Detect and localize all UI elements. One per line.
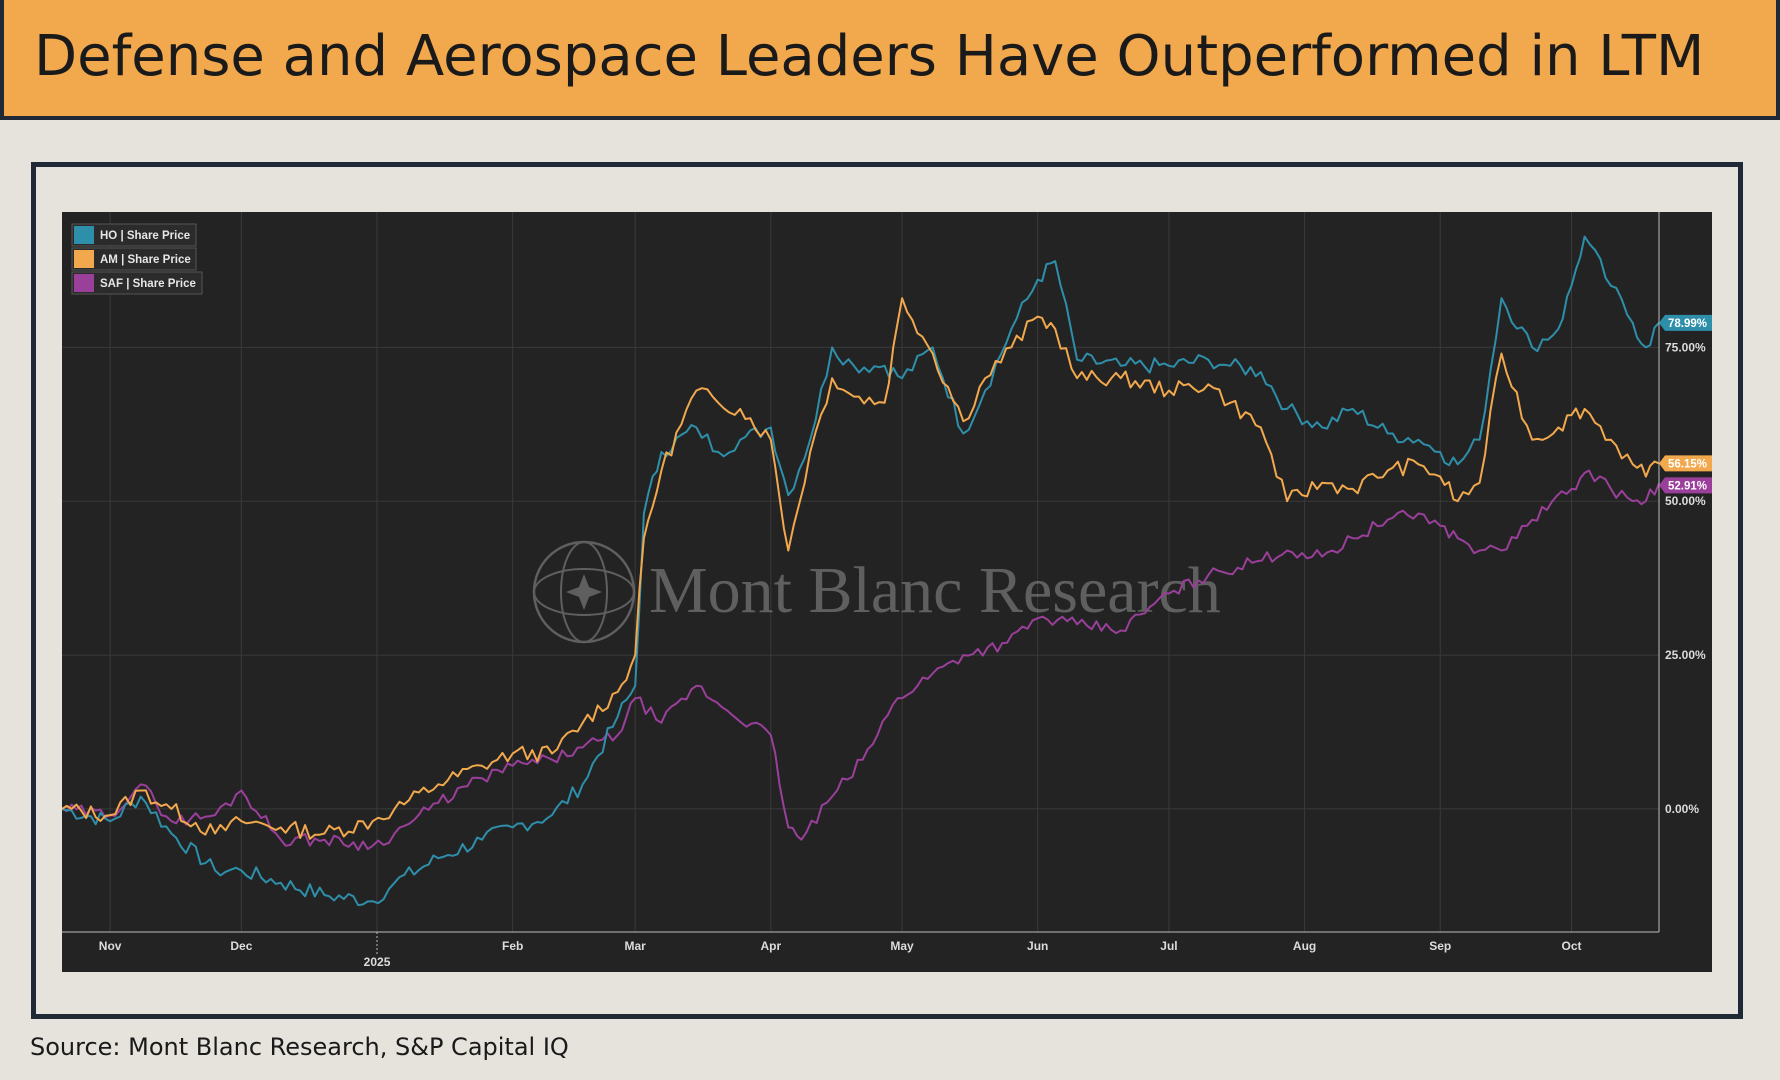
series-line-am <box>62 297 1660 840</box>
end-label-saf: 52.91% <box>1659 477 1712 494</box>
line-chart: Mont Blanc Research Nov Dec 2025 Feb Mar Apr M… <box>62 212 1712 972</box>
legend-item-am: AM | Share Price <box>71 247 197 271</box>
x-tick-label: Oct <box>1561 939 1581 953</box>
watermark-logo-icon <box>532 540 636 644</box>
series-line-ho <box>62 235 1660 907</box>
plot-background <box>62 212 1712 972</box>
end-label-tag <box>1659 477 1712 494</box>
x-tick-label: Nov <box>99 939 122 953</box>
end-label-text: 56.15% <box>1668 458 1707 470</box>
watermark-star-icon <box>566 574 602 610</box>
end-label-text: 78.99% <box>1668 318 1707 330</box>
x-tick-label: Feb <box>502 939 523 953</box>
title-banner: Defense and Aerospace Leaders Have Outpe… <box>0 0 1780 120</box>
legend-item-ho: HO | Share Price <box>71 223 197 247</box>
x-tick-label: May <box>890 939 914 953</box>
y-tick-label: 25.00% <box>1665 648 1706 662</box>
end-label-tag <box>1659 455 1712 472</box>
watermark-text: Mont Blanc Research <box>649 554 1221 627</box>
x-tick-label: Aug <box>1293 939 1316 953</box>
watermark-logo-ring-icon <box>533 568 635 616</box>
end-label-ho: 78.99% <box>1659 314 1712 331</box>
x-tick-label: Jun <box>1027 939 1048 953</box>
y-axis-ticks: 0.00% 25.00% 50.00% 75.00% <box>1665 340 1706 816</box>
legend-item-saf: SAF | Share Price <box>71 271 203 295</box>
grid-lines <box>62 212 1659 932</box>
legend-swatch <box>74 250 94 268</box>
x-tick-label: Apr <box>760 939 781 953</box>
series-line-saf <box>62 469 1660 851</box>
legend-item-box <box>71 247 197 271</box>
x-tick-label: Jul <box>1160 939 1177 953</box>
y-tick-label: 50.00% <box>1665 494 1706 508</box>
series-lines <box>62 235 1660 907</box>
legend-label: HO | Share Price <box>100 230 190 242</box>
x-tick-label: Mar <box>624 939 646 953</box>
watermark: Mont Blanc Research <box>532 540 1221 644</box>
legend-label: AM | Share Price <box>100 254 191 266</box>
y-tick-label: 0.00% <box>1665 802 1699 816</box>
page-title: Defense and Aerospace Leaders Have Outpe… <box>34 24 1705 89</box>
legend-swatch <box>74 226 94 244</box>
end-label-text: 52.91% <box>1668 480 1707 492</box>
legend-item-box <box>71 223 197 247</box>
x-tick-label: Sep <box>1429 939 1451 953</box>
legend-label: SAF | Share Price <box>100 278 196 290</box>
x-axis-ticks: Nov Dec 2025 Feb Mar Apr May Jun Jul Aug Sep Oct <box>99 932 1582 969</box>
y-tick-label: 75.00% <box>1665 340 1706 354</box>
watermark-logo-meridian-icon <box>560 541 608 643</box>
legend-swatch <box>74 274 94 292</box>
source-note: Source: Mont Blanc Research, S&P Capital… <box>30 1033 569 1061</box>
end-value-labels: 52.91% 78.99% 56.15% <box>1659 314 1712 494</box>
end-label-tag <box>1659 314 1712 331</box>
x-tick-label: Dec <box>230 939 252 953</box>
legend: HO | Share Price AM | Share Price SAF | Sh… <box>71 223 203 295</box>
x-tick-label: 2025 <box>364 955 391 969</box>
end-label-am: 56.15% <box>1659 455 1712 472</box>
legend-item-box <box>71 271 203 295</box>
